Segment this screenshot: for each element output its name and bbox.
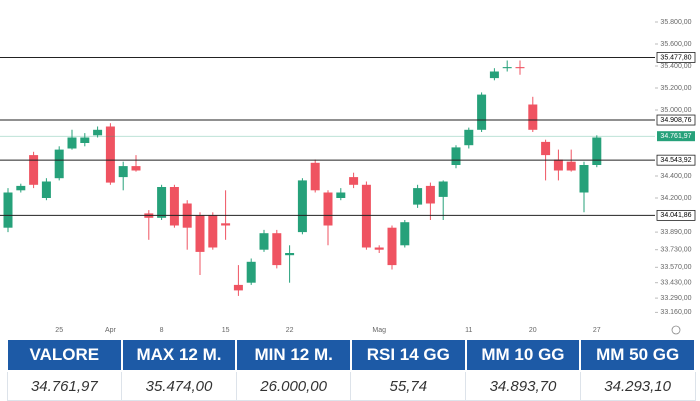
candle-body: [131, 166, 141, 171]
table-cell: 55,74: [350, 370, 467, 401]
level-label: 34.543,92: [660, 157, 691, 164]
candle-body: [29, 155, 39, 185]
x-tick-label: 25: [55, 327, 63, 334]
candle-body: [272, 233, 282, 266]
candle-body: [528, 104, 538, 130]
y-tick-label: 33.570,00: [660, 264, 691, 271]
y-tick-label: 34.200,00: [660, 195, 691, 202]
y-tick-label: 35.400,00: [660, 63, 691, 70]
header-cell: MIN 12 M.: [235, 338, 352, 372]
x-tick-label: 20: [529, 327, 537, 334]
level-label-box: [656, 154, 696, 166]
candle-body: [3, 192, 13, 228]
header-cell: MM 50 GG: [579, 338, 696, 372]
y-tick-label: 33.290,00: [660, 295, 691, 302]
candle-body: [425, 185, 435, 204]
candle-body: [195, 215, 205, 252]
y-tick-label: 35.200,00: [660, 85, 691, 92]
candle-body: [489, 71, 499, 79]
y-tick-label: 35.600,00: [660, 41, 691, 48]
x-tick-label: 22: [286, 327, 294, 334]
candle-body: [80, 137, 90, 143]
candle-body: [387, 227, 397, 266]
table-cell: 26.000,00: [235, 370, 352, 401]
candle-body: [374, 247, 384, 250]
candle-body: [579, 165, 589, 193]
settings-icon[interactable]: [671, 325, 681, 335]
candle-body: [297, 180, 307, 233]
last-price-box: [657, 131, 695, 142]
last-price-label: 34.761,97: [660, 133, 691, 140]
level-label-box: [656, 114, 696, 126]
y-tick-label: 33.430,00: [660, 280, 691, 287]
candle-body: [451, 147, 461, 165]
x-tick-label: 8: [160, 327, 164, 334]
x-tick-label: 15: [222, 327, 230, 334]
candle-body: [566, 161, 576, 171]
candle-body: [208, 215, 218, 248]
candle-body: [54, 149, 64, 179]
level-label: 35.477,80: [660, 54, 691, 61]
candle-body: [118, 166, 128, 178]
candle-body: [349, 177, 359, 185]
level-label-box: [656, 209, 696, 221]
y-tick-label: 33.730,00: [660, 247, 691, 254]
x-tick-label: Mag: [372, 327, 386, 334]
candle-body: [323, 192, 333, 226]
header-cell: MAX 12 M.: [120, 338, 238, 372]
candle-body: [246, 261, 256, 283]
candle-body: [438, 181, 448, 197]
table-cell: 34.293,10: [579, 370, 696, 401]
candle-body: [515, 67, 525, 69]
candle-body: [16, 185, 26, 191]
candle-body: [259, 233, 269, 250]
candle-body: [477, 94, 487, 130]
level-label-box: [656, 52, 696, 63]
table-cell: 35.474,00: [121, 370, 237, 401]
header-cell: VALORE: [6, 338, 123, 372]
level-label: 34.908,76: [660, 117, 691, 124]
candle-body: [285, 253, 295, 256]
candle-body: [67, 137, 77, 149]
header-cell: MM 10 GG: [464, 338, 582, 372]
candle-body: [553, 159, 563, 171]
candle-body: [413, 188, 423, 205]
table-body: 34.761,97 35.474,00 26.000,00 55,74 34.893,7…: [6, 370, 696, 401]
x-tick-label: 27: [593, 327, 601, 334]
header-row: VALORE MAX 12 M. MIN 12 M. RSI 14 GG MM 10 G…: [6, 338, 696, 372]
candle-body: [336, 192, 346, 198]
y-tick-label: 35.000,00: [660, 107, 691, 114]
candle-body: [502, 67, 512, 69]
y-tick-label: 34.400,00: [660, 173, 691, 180]
y-tick-label: 35.800,00: [660, 19, 691, 26]
stats-table: VALORE MAX 12 M. MIN 12 M. RSI 14 GG MM 10 G…: [6, 338, 696, 401]
candle-body: [233, 284, 243, 291]
candle-body: [541, 141, 551, 156]
candle-body: [464, 129, 474, 146]
level-label: 34.041,86: [660, 212, 691, 219]
table-cell: 34.761,97: [6, 370, 123, 401]
table-row: 34.761,97 35.474,00 26.000,00 55,74 34.893,7…: [6, 370, 696, 401]
candle-body: [221, 223, 231, 226]
y-tick-label: 33.160,00: [660, 309, 691, 316]
candle-body: [105, 126, 115, 183]
candle-body: [93, 129, 103, 136]
candle-body: [592, 137, 602, 165]
candle-body: [361, 184, 371, 248]
chart: 35.800,00 35.600,00 35.400,00 35.200,00 35.0…: [0, 19, 696, 335]
x-tick-label: 11: [465, 327, 472, 334]
candle-body: [169, 187, 179, 226]
table-cell: 34.893,70: [465, 370, 581, 401]
candle-body: [400, 222, 410, 246]
header-cell: RSI 14 GG: [349, 338, 467, 372]
x-tick-label: Apr: [105, 327, 117, 334]
candle-body: [157, 187, 167, 218]
candle-body: [310, 162, 320, 191]
candle-body: [41, 181, 51, 198]
y-tick-label: 33.890,00: [660, 229, 691, 236]
